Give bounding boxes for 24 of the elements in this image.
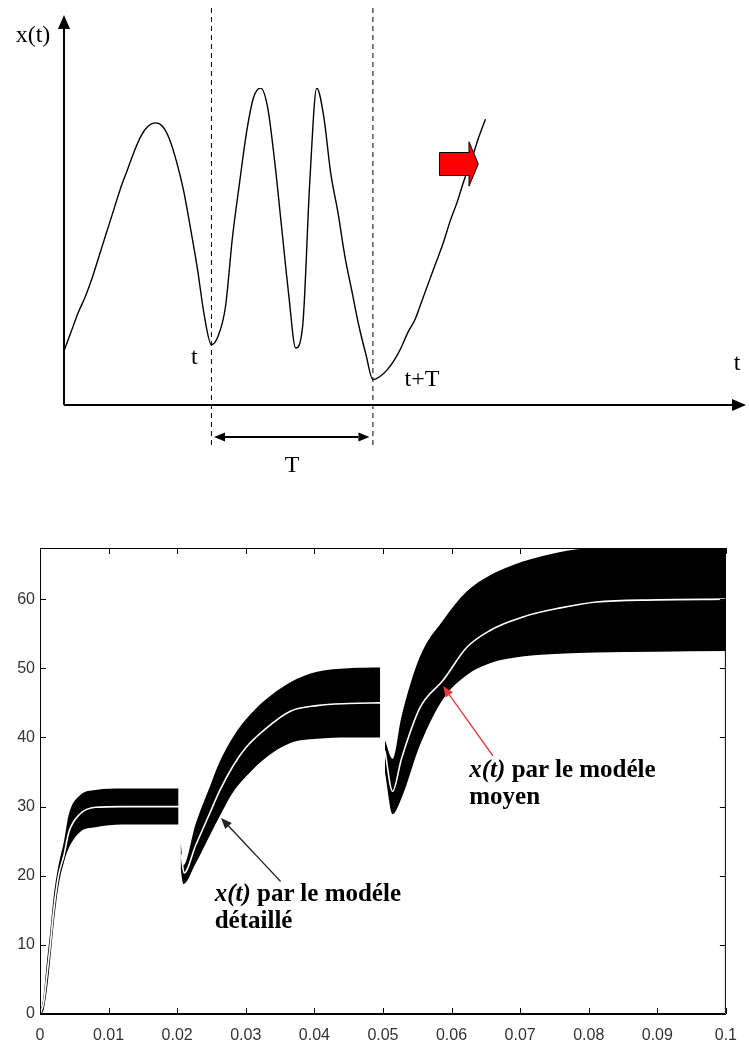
y-tick-label: 50: [17, 658, 36, 676]
y-tick-label: 40: [17, 727, 36, 745]
annotation: x(t) par le modéle détaillé: [213, 878, 402, 933]
x-tick-label: 0.02: [161, 1026, 193, 1044]
annotation: x(t) par le modéle moyen: [468, 754, 656, 809]
y-tick-label: 30: [17, 796, 36, 814]
x-tick-label: 0.03: [230, 1026, 262, 1044]
annotation: t+T: [404, 364, 440, 391]
x-tick-label: 0.01: [93, 1026, 125, 1044]
text: T: [284, 451, 300, 478]
y-tick-label: 60: [17, 589, 36, 607]
annotation: t: [191, 343, 199, 370]
x-tick-label: 0.1: [714, 1026, 738, 1044]
x-tick-label: 0.08: [573, 1026, 605, 1044]
x-axis-title: t: [733, 349, 741, 376]
y-axis-title: x(t): [15, 21, 51, 48]
x-tick-label: 0.07: [504, 1026, 536, 1044]
x-tick-label: 0.04: [298, 1026, 331, 1044]
y-tick-label: 20: [17, 866, 36, 884]
y-tick-label: 10: [17, 935, 36, 953]
y-tick-label: 0: [26, 1004, 36, 1022]
x-tick-label: 0.09: [641, 1026, 673, 1044]
x-tick-label: 0.06: [435, 1026, 468, 1044]
x-tick-label: 0.05: [367, 1026, 399, 1044]
